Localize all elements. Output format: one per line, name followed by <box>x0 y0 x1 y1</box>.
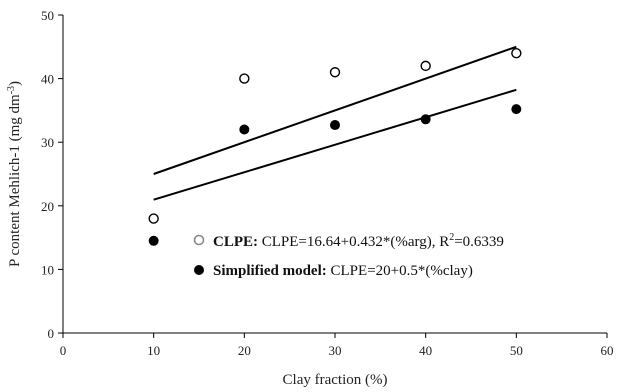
legend-label-simplified-bold: Simplified model: <box>213 263 327 279</box>
y-tick-label: 0 <box>48 326 55 341</box>
axes <box>62 15 607 334</box>
y-tick-label: 50 <box>41 8 54 23</box>
x-tick-label: 50 <box>510 343 523 358</box>
y-tick-label: 30 <box>41 135 54 150</box>
x-tick-label: 30 <box>329 343 342 358</box>
y-tick-label: 10 <box>41 262 54 277</box>
legend-marker-open-circle <box>193 234 205 246</box>
data-point-filled <box>420 114 431 125</box>
legend-label-clpe: CLPE: CLPE=16.64+0.432*(%arg), R2=0.6339 <box>213 232 504 250</box>
legend-item-clpe: CLPE: CLPE=16.64+0.432*(%arg), R2=0.6339 <box>193 232 504 250</box>
trendlines <box>153 45 517 201</box>
y-tick-label: 40 <box>41 72 54 87</box>
y-axis-title-main: P content Mehlich-1 (mg dm <box>7 94 23 267</box>
legend-label-simplified-equation: CLPE=20+0.5*(%clay) <box>327 263 473 279</box>
trendline-simplified <box>153 45 517 175</box>
x-tick-label: 40 <box>419 343 432 358</box>
y-axis-title-close: ) <box>7 81 23 86</box>
legend-label-clpe-equation: CLPE=16.64+0.432*(%arg), R <box>258 234 449 250</box>
data-point-filled <box>511 104 522 115</box>
x-tick-label: 10 <box>147 343 160 358</box>
data-point-open <box>511 47 522 59</box>
x-tick-label: 20 <box>238 343 251 358</box>
x-tick-label: 0 <box>60 343 67 358</box>
legend-label-clpe-r2: =0.6339 <box>454 234 504 250</box>
axis-ticks: 0 10 20 30 40 50 60 0 10 20 30 40 50 <box>41 8 614 358</box>
x-axis-title: Clay fraction (%) <box>283 372 388 388</box>
legend-label-simplified: Simplified model: CLPE=20+0.5*(%clay) <box>213 263 473 279</box>
data-points <box>148 47 522 246</box>
data-point-open <box>148 213 159 224</box>
data-point-filled <box>148 235 159 246</box>
legend-label-clpe-bold: CLPE: <box>213 234 258 250</box>
y-axis-title: P content Mehlich-1 (mg dm-3) <box>6 81 23 267</box>
data-point-open <box>239 73 250 84</box>
data-point-filled <box>239 124 250 135</box>
trendline-clpe <box>153 88 517 201</box>
legend-label-clpe-sup: 2 <box>449 232 454 243</box>
data-point-filled <box>330 120 340 131</box>
legend-item-simplified: Simplified model: CLPE=20+0.5*(%clay) <box>194 263 473 279</box>
y-axis-title-sup: -3 <box>6 86 17 94</box>
legend-marker-filled-circle <box>194 265 204 275</box>
data-point-open <box>329 67 341 78</box>
data-point-open <box>420 60 431 72</box>
legend: CLPE: CLPE=16.64+0.432*(%arg), R2=0.6339… <box>193 232 504 279</box>
y-tick-label: 20 <box>41 199 54 214</box>
x-tick-label: 60 <box>601 343 614 358</box>
